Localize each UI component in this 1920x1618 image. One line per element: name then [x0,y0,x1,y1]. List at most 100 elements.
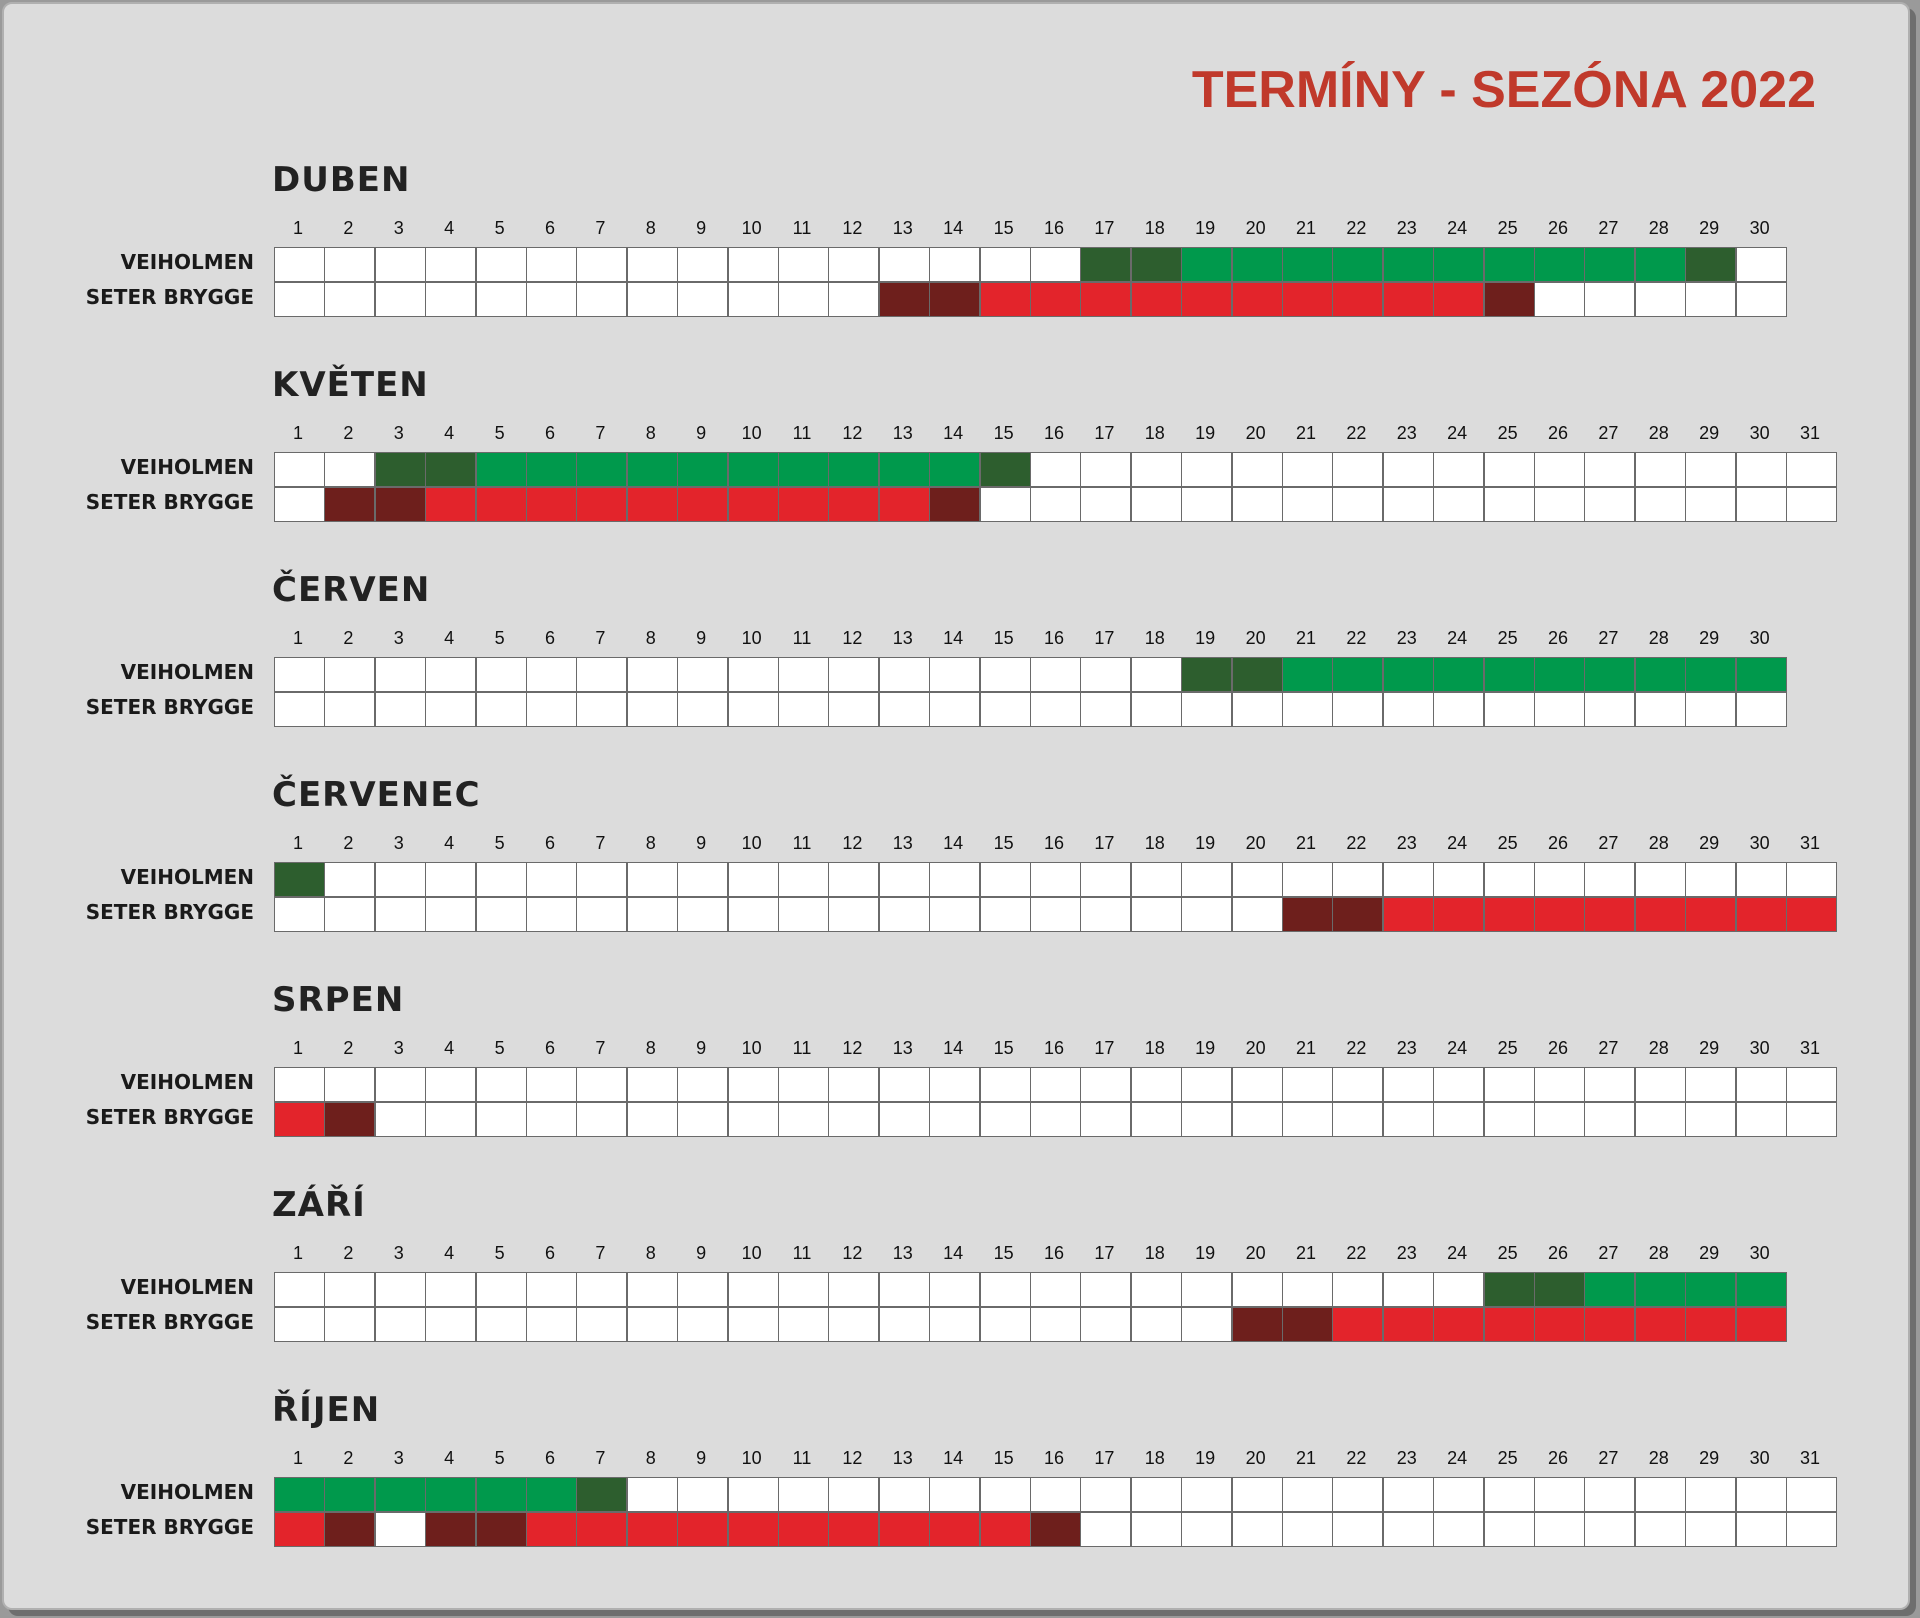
veiholmen-day-cell-free [979,247,1031,282]
seter-brygge-day-cell-free [1735,486,1787,522]
seter-brygge-day-cell-transfer [324,1511,376,1547]
day-number: 2 [343,423,354,443]
seter-brygge-day-cell-free [1231,691,1283,727]
day-number: 12 [842,1038,863,1058]
row-label-veiholmen: VEIHOLMEN [120,1480,254,1504]
day-number: 10 [741,423,762,443]
veiholmen-day-cell-free [1332,452,1384,487]
veiholmen-day-cell-booked [526,1477,577,1512]
veiholmen-day-cell-booked [1433,657,1485,692]
row-label-veiholmen: VEIHOLMEN [120,1275,254,1299]
veiholmen-day-cell-free [374,1067,426,1102]
seter-brygge-day-cell-free [1735,1101,1787,1137]
day-number: 12 [842,833,863,853]
day-number: 14 [943,1448,964,1468]
seter-brygge-day-cell-free [1786,486,1837,522]
day-number: 21 [1295,1243,1317,1263]
veiholmen-day-cell-free [374,657,426,692]
day-number: 7 [595,423,606,443]
veiholmen-day-cell-free [727,247,779,282]
day-number: 21 [1295,833,1317,853]
day-number: 9 [696,833,707,853]
seter-brygge-day-cell-free [1130,896,1182,932]
seter-brygge-day-cell-free [374,1306,426,1342]
seter-brygge-day-cell-free [425,1306,477,1342]
day-number: 22 [1346,1243,1367,1263]
veiholmen-day-cell-free [878,657,930,692]
veiholmen-day-cell-free [727,1477,779,1512]
seter-brygge-day-cell-free [1735,281,1787,317]
seter-brygge-day-cell-transfer [929,281,981,317]
veiholmen-day-cell-transfer [1080,247,1132,282]
veiholmen-day-cell-free [1282,1477,1333,1512]
veiholmen-day-cell-free [1030,862,1081,897]
seter-brygge-day-cell-booked [1332,1306,1384,1342]
veiholmen-day-cell-free [1382,1067,1434,1102]
veiholmen-day-cell-free [1433,452,1485,487]
veiholmen-day-cell-free [374,1272,426,1307]
seter-brygge-day-cell-booked [929,1511,981,1547]
veiholmen-day-cell-free [1181,1272,1233,1307]
seter-brygge-day-cell-free [1130,691,1182,727]
day-number: 27 [1598,1448,1619,1468]
seter-brygge-day-cell-booked [677,486,729,522]
day-number: 13 [892,628,913,648]
day-number: 7 [595,833,606,853]
veiholmen-day-cell-transfer [1181,657,1233,692]
day-number: 7 [595,1448,606,1468]
page-title: TERMÍNY - SEZÓNA 2022 [1191,61,1816,119]
row-label-seter-brygge: SETER BRYGGE [85,1104,254,1129]
day-number: 15 [993,833,1014,853]
seter-brygge-day-cell-free [1282,691,1333,727]
veiholmen-day-cell-free [1030,247,1081,282]
day-number: 20 [1245,833,1266,853]
veiholmen-day-cell-booked [929,452,981,487]
seter-brygge-day-cell-free [1534,1511,1585,1547]
veiholmen-day-cell-free [1282,452,1333,487]
veiholmen-day-cell-free [1433,1067,1485,1102]
day-number: 23 [1396,1038,1417,1058]
seter-brygge-day-cell-booked [1433,896,1485,932]
seter-brygge-day-cell-free [1332,1511,1384,1547]
day-number: 13 [892,833,913,853]
day-number: 10 [741,1243,762,1263]
seter-brygge-day-cell-booked [878,486,930,522]
seter-brygge-day-cell-transfer [1030,1511,1081,1547]
seter-brygge-day-cell-transfer [1483,281,1535,317]
day-number: 26 [1547,628,1569,648]
veiholmen-day-cell-booked [274,1477,325,1512]
day-number: 7 [595,218,606,238]
veiholmen-day-cell-booked [1634,247,1686,282]
veiholmen-day-cell-free [1483,1067,1535,1102]
seter-brygge-day-cell-free [878,896,930,932]
day-number: 5 [494,1448,505,1468]
seter-brygge-day-cell-free [1584,281,1636,317]
veiholmen-day-cell-free [274,1272,325,1307]
day-number: 18 [1144,423,1165,443]
day-number: 18 [1144,833,1165,853]
veiholmen-day-cell-booked [677,452,729,487]
veiholmen-day-cell-free [475,1067,527,1102]
seter-brygge-day-cell-free [778,691,829,727]
veiholmen-day-cell-free [274,452,325,487]
day-number: 11 [792,1038,812,1058]
row-label-veiholmen: VEIHOLMEN [120,250,254,274]
veiholmen-day-cell-free [778,862,829,897]
seter-brygge-day-cell-booked [1634,896,1686,932]
seter-brygge-day-cell-free [1231,1511,1283,1547]
day-number: 8 [645,218,656,238]
day-number: 12 [842,1448,863,1468]
day-number: 24 [1447,218,1468,238]
day-number: 20 [1245,1038,1266,1058]
veiholmen-day-cell-free [1584,1067,1636,1102]
day-number: 4 [444,423,455,443]
day-number: 18 [1144,1448,1165,1468]
veiholmen-day-cell-transfer [1231,657,1283,692]
day-number: 12 [842,1243,863,1263]
day-number: 29 [1699,423,1720,443]
day-number: 29 [1699,628,1720,648]
day-number: 20 [1245,423,1266,443]
day-number: 14 [943,218,964,238]
seter-brygge-day-cell-free [929,896,981,932]
veiholmen-day-cell-free [1483,862,1535,897]
